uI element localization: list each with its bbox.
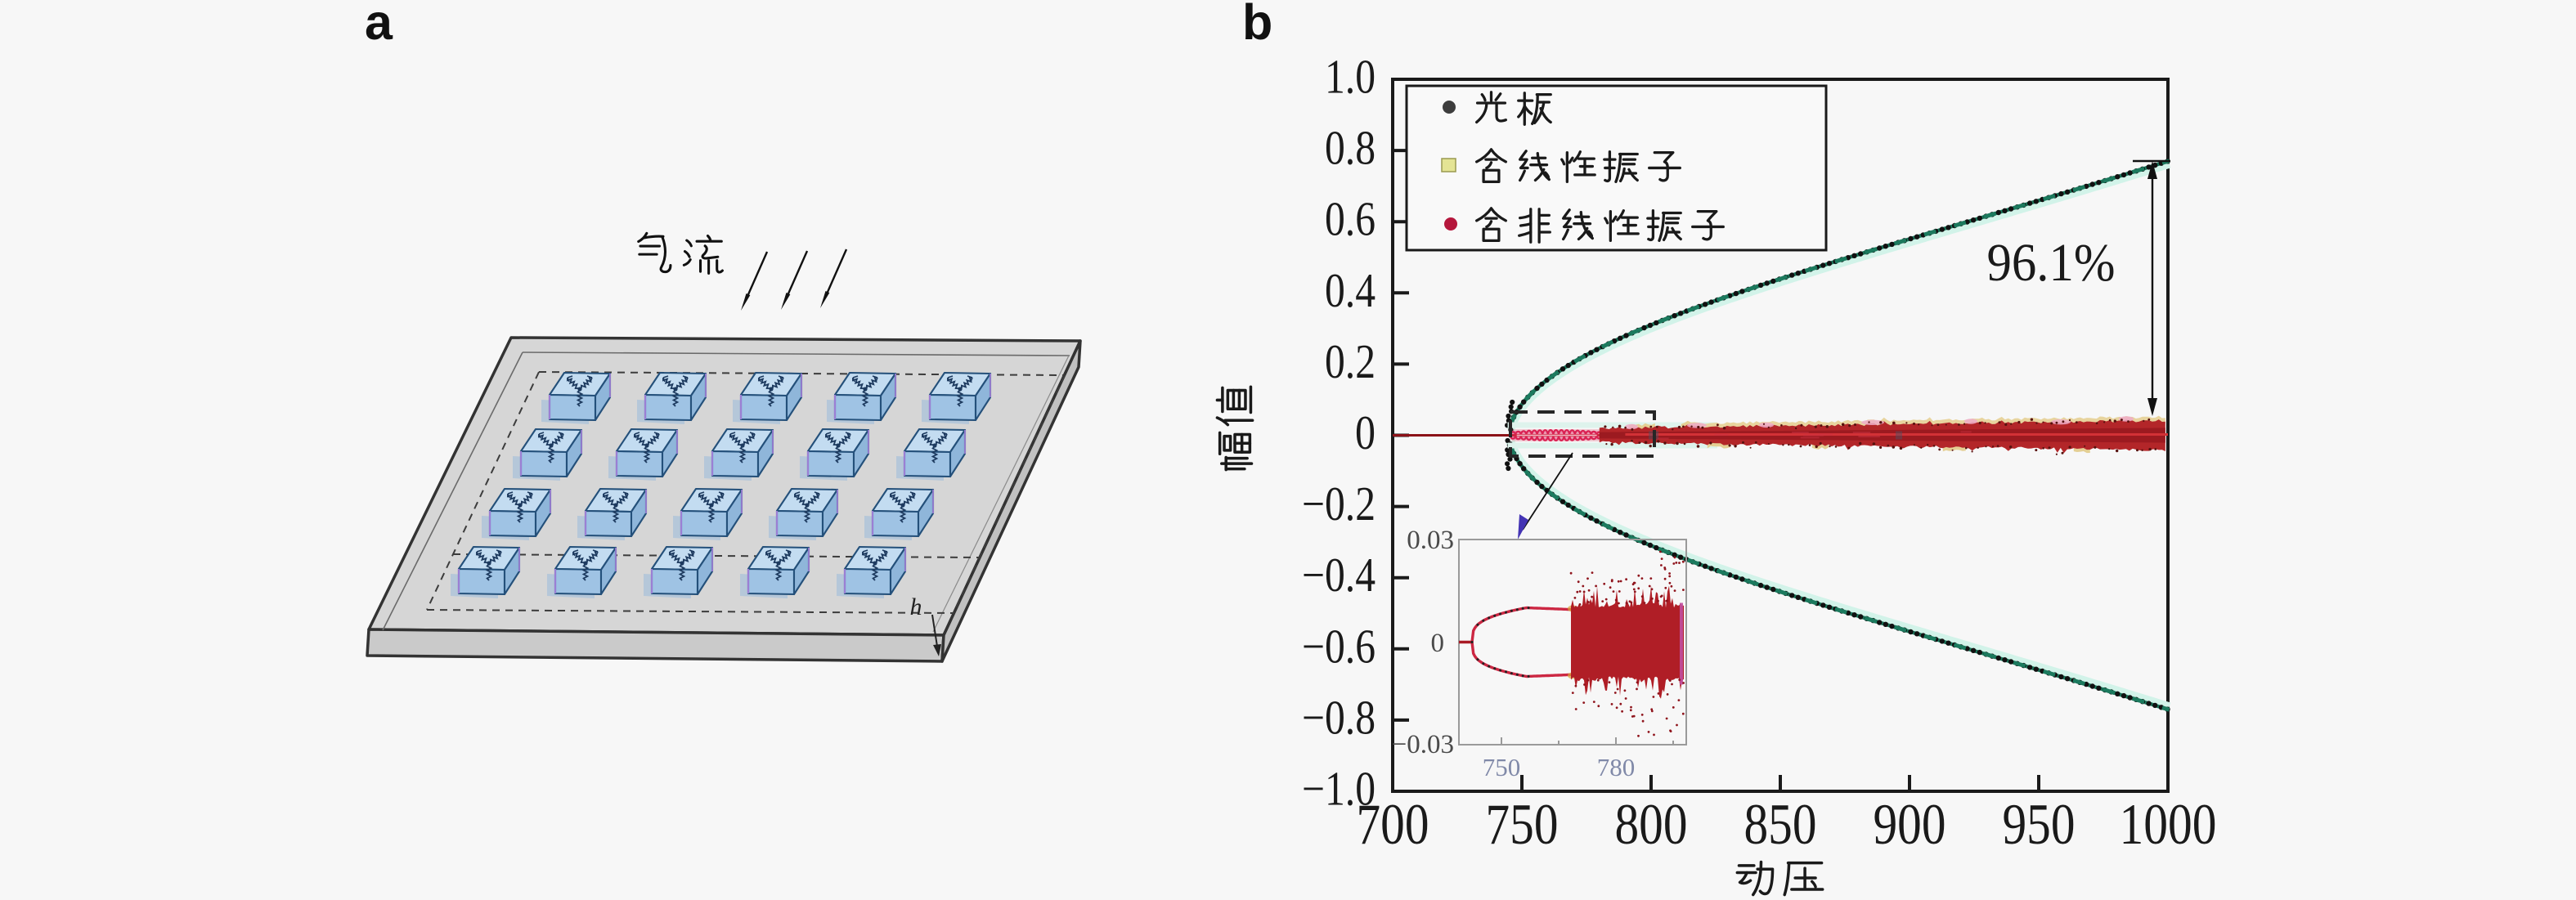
- svg-text:800: 800: [1615, 793, 1688, 857]
- svg-text:0.8: 0.8: [1325, 121, 1376, 175]
- svg-text:0: 0: [1355, 405, 1376, 459]
- svg-text:750: 750: [1483, 753, 1521, 781]
- svg-text:0: 0: [1431, 629, 1445, 658]
- svg-text:h: h: [910, 593, 922, 620]
- svg-text:700: 700: [1357, 793, 1429, 857]
- svg-text:−0.4: −0.4: [1302, 548, 1376, 602]
- svg-text:1000: 1000: [2120, 793, 2217, 857]
- svg-text:0.03: 0.03: [1407, 526, 1454, 555]
- svg-text:0.6: 0.6: [1325, 192, 1376, 246]
- svg-text:−0.6: −0.6: [1302, 619, 1376, 673]
- svg-text:b: b: [1242, 0, 1272, 50]
- svg-text:750: 750: [1486, 793, 1559, 857]
- svg-text:−1.0: −1.0: [1302, 762, 1376, 816]
- svg-text:−0.8: −0.8: [1302, 690, 1376, 744]
- svg-text:a: a: [365, 0, 393, 50]
- svg-text:1.0: 1.0: [1325, 50, 1376, 104]
- svg-text:950: 950: [2003, 793, 2076, 857]
- svg-text:780: 780: [1597, 753, 1636, 781]
- svg-text:850: 850: [1744, 793, 1817, 857]
- svg-text:−0.03: −0.03: [1392, 730, 1454, 759]
- svg-text:900: 900: [1874, 793, 1946, 857]
- svg-text:0.4: 0.4: [1325, 263, 1376, 317]
- svg-text:0.2: 0.2: [1325, 334, 1376, 388]
- svg-text:−0.2: −0.2: [1302, 477, 1376, 531]
- svg-text:96.1%: 96.1%: [1987, 233, 2116, 293]
